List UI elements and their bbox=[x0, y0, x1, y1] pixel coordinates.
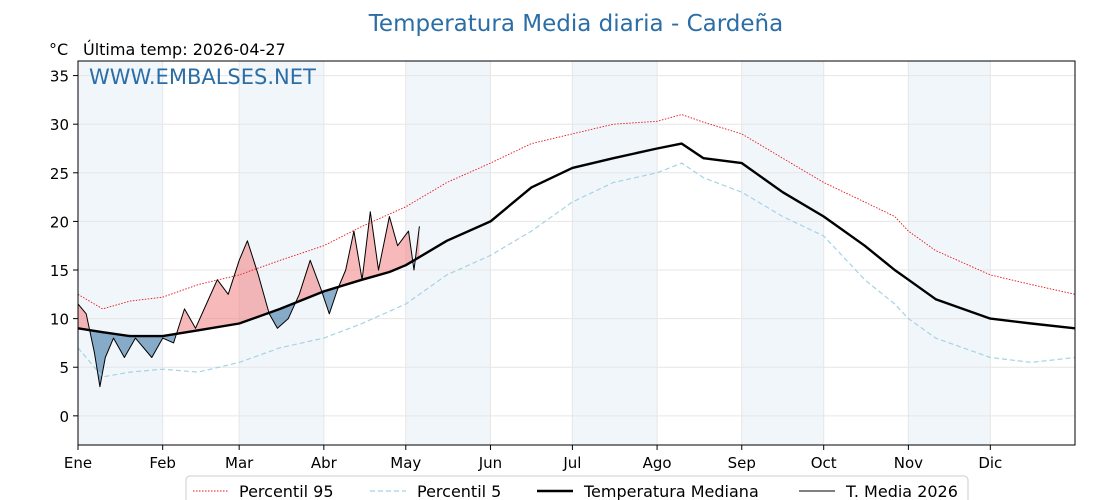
above-median-fill bbox=[78, 304, 89, 331]
x-axis: Ene Feb Mar Abr May Jun Jul Ago Sep Oct Nov Dic bbox=[64, 445, 1002, 472]
below-median-fill bbox=[90, 330, 177, 387]
legend-label: Percentil 5 bbox=[417, 482, 501, 500]
legend: Percentil 95 Percentil 5 Temperatura Media… bbox=[185, 475, 969, 500]
series-t-media-2026 bbox=[78, 211, 420, 388]
last-temp-label: Última temp: 2026-04-27 bbox=[83, 40, 286, 59]
plot-frame bbox=[77, 60, 1076, 446]
legend-frame bbox=[185, 475, 969, 500]
y-tick-label: 25 bbox=[50, 165, 69, 183]
month-band bbox=[572, 61, 658, 445]
y-tick-label: 20 bbox=[50, 213, 69, 231]
month-bands bbox=[78, 61, 991, 445]
above-median-fill bbox=[296, 260, 322, 303]
watermark: WWW.EMBALSES.NET bbox=[89, 65, 316, 89]
x-tick-label: Jun bbox=[478, 454, 502, 472]
series-percentil-5 bbox=[78, 162, 1075, 378]
series-temperatura-mediana bbox=[78, 142, 1075, 338]
month-band bbox=[405, 61, 491, 445]
legend-label: Temperatura Mediana bbox=[583, 482, 759, 500]
x-tick-label: Nov bbox=[894, 454, 923, 472]
legend-label: Percentil 95 bbox=[239, 482, 334, 500]
x-tick-label: Abr bbox=[311, 454, 338, 472]
x-tick-label: Feb bbox=[149, 454, 176, 472]
x-tick-label: Mar bbox=[225, 454, 254, 472]
x-tick-label: Dic bbox=[978, 454, 1002, 472]
legend-label: T. Media 2026 bbox=[845, 482, 958, 500]
y-tick-label: 30 bbox=[50, 116, 69, 134]
month-band bbox=[908, 61, 991, 445]
x-tick-label: Oct bbox=[811, 454, 837, 472]
x-tick-label: Sep bbox=[728, 454, 756, 472]
month-band bbox=[78, 61, 163, 445]
above-median-fill bbox=[338, 211, 413, 287]
x-tick-label: Ago bbox=[643, 454, 672, 472]
below-median-fill bbox=[322, 287, 338, 314]
y-tick-label: 0 bbox=[59, 408, 69, 426]
y-tick-label: 5 bbox=[59, 359, 69, 377]
month-band bbox=[239, 61, 324, 445]
series-percentil-95 bbox=[78, 114, 1075, 310]
x-tick-label: Ene bbox=[64, 454, 92, 472]
y-axis: 0 5 10 15 20 25 30 35 bbox=[50, 68, 78, 426]
y-tick-label: 10 bbox=[50, 311, 69, 329]
y-axis-unit-label: °C bbox=[49, 40, 68, 59]
x-tick-label: Jul bbox=[562, 454, 581, 472]
x-tick-label: May bbox=[390, 454, 421, 472]
y-tick-label: 15 bbox=[50, 262, 69, 280]
y-tick-label: 35 bbox=[50, 68, 69, 86]
month-band bbox=[741, 61, 824, 445]
chart-title: Temperatura Media diaria - Cardeña bbox=[368, 11, 783, 37]
below-median-fill bbox=[269, 302, 296, 329]
series-lines bbox=[78, 114, 1075, 388]
